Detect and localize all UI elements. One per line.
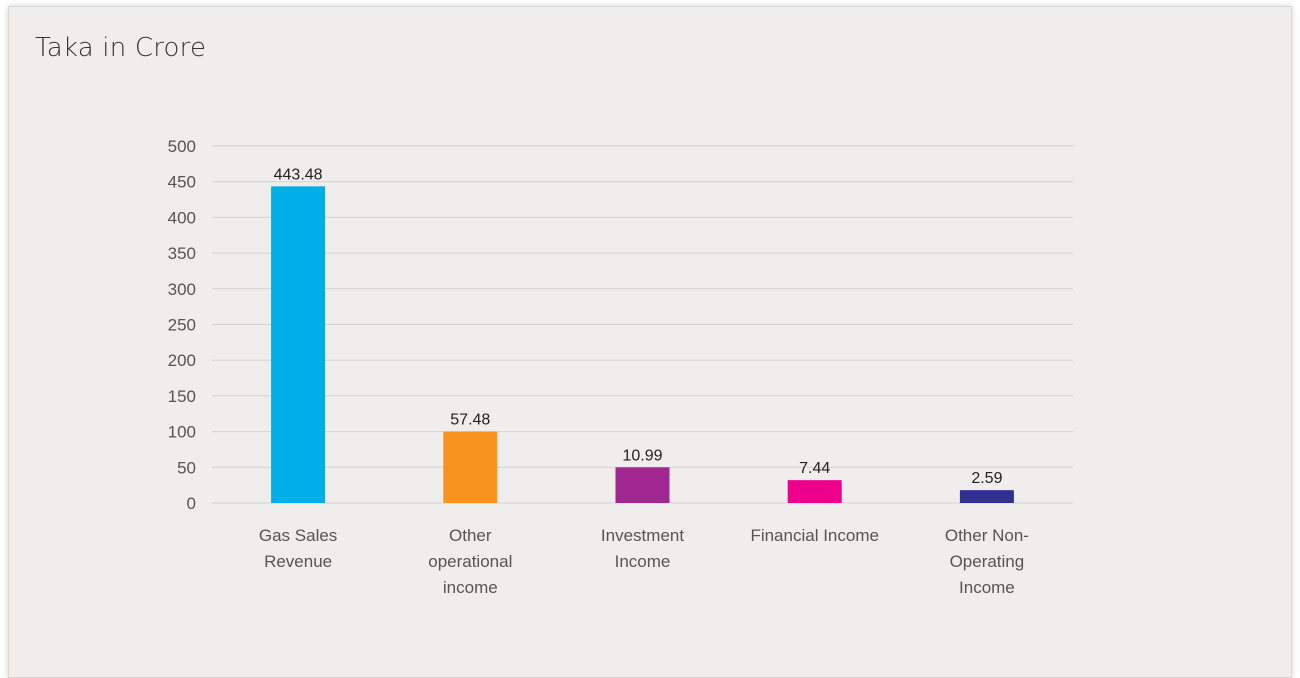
y-axis-ticks: 0 50 100 150 200 250 300 350 400 450 500 xyxy=(168,137,196,513)
y-tick-label: 350 xyxy=(168,244,196,263)
y-tick-label: 0 xyxy=(187,494,196,513)
category-label-line: Other Non- xyxy=(945,526,1029,545)
category-label: Other Non- Operating Income xyxy=(945,526,1029,597)
bar xyxy=(959,490,1014,503)
data-label: 443.48 xyxy=(274,166,323,183)
category-label: Gas Sales Revenue xyxy=(259,526,337,571)
category-label-line: Financial Income xyxy=(750,526,879,545)
category-label-line: operational xyxy=(428,552,512,571)
category-labels: Gas Sales Revenue Other operational income In… xyxy=(259,526,1029,597)
category-label: Financial Income xyxy=(750,526,879,545)
category-label-line: Investment xyxy=(601,526,684,545)
bar xyxy=(615,467,670,503)
category-label: Investment Income xyxy=(601,526,684,571)
category-label-line: Gas Sales xyxy=(259,526,337,545)
y-tick-label: 100 xyxy=(168,423,196,442)
category-label-line: Income xyxy=(615,552,671,571)
y-tick-label: 300 xyxy=(168,280,196,299)
category-label-line: Income xyxy=(959,578,1015,597)
bar xyxy=(443,431,498,503)
data-label: 10.99 xyxy=(622,447,662,464)
bar xyxy=(271,186,326,503)
category-label-line: income xyxy=(443,578,498,597)
data-labels: 443.48 57.48 10.99 7.44 2.59 xyxy=(274,166,1003,487)
y-tick-label: 400 xyxy=(168,208,196,227)
chart-panel: Taka in Crore xyxy=(8,6,1292,678)
category-label-line: Revenue xyxy=(264,552,332,571)
grid-lines xyxy=(212,145,1073,504)
y-tick-label: 500 xyxy=(168,137,196,156)
data-label: 57.48 xyxy=(450,412,490,429)
y-tick-label: 450 xyxy=(168,173,196,192)
bar xyxy=(787,480,842,503)
category-label-line: Operating xyxy=(950,552,1025,571)
category-label-line: Other xyxy=(449,526,492,545)
data-label: 2.59 xyxy=(971,470,1002,487)
y-tick-label: 50 xyxy=(177,458,196,477)
panel-title: Taka in Crore xyxy=(35,33,207,63)
bars xyxy=(271,186,1014,503)
category-label: Other operational income xyxy=(428,526,512,597)
data-label: 7.44 xyxy=(799,460,830,477)
y-tick-label: 150 xyxy=(168,387,196,406)
y-tick-label: 250 xyxy=(168,316,196,335)
y-tick-label: 200 xyxy=(168,351,196,370)
